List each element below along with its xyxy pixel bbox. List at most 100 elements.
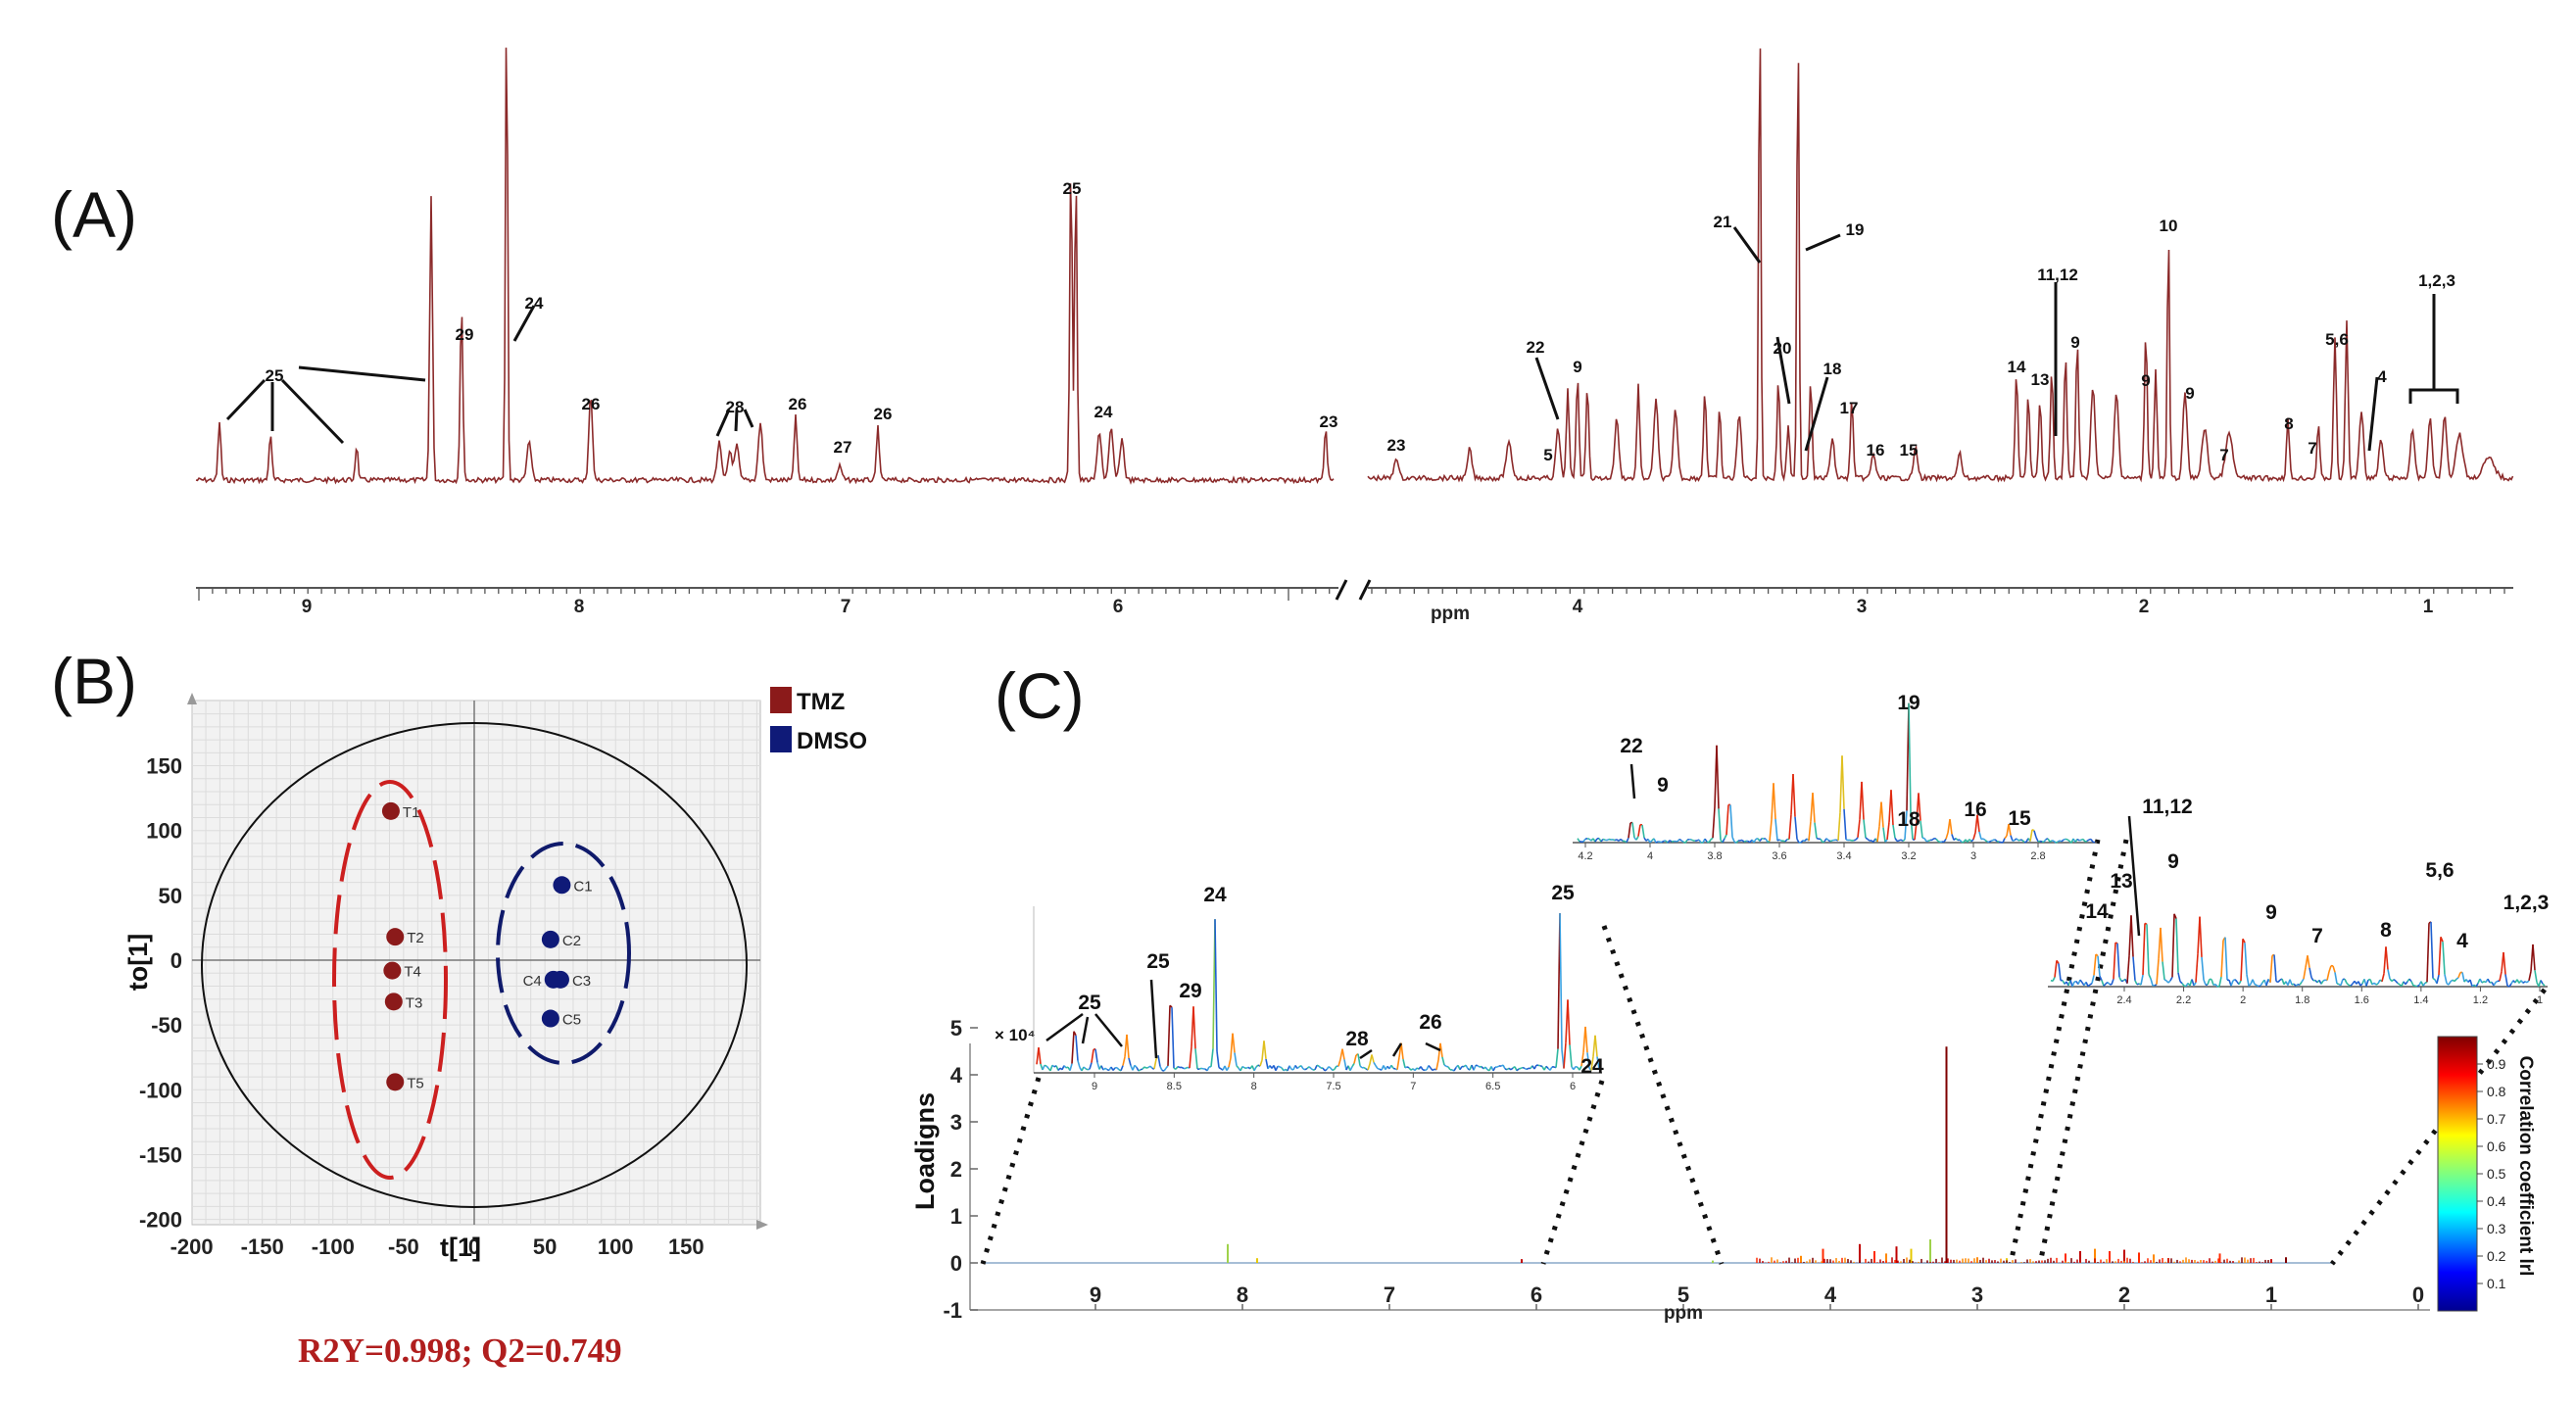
a-peak-27: 27	[834, 438, 852, 457]
c-peak-19: 19	[1897, 692, 1920, 714]
c-yscale: × 10⁴	[995, 1026, 1036, 1044]
a-peak-26a: 26	[582, 395, 601, 413]
score-label-c3: C3	[572, 973, 591, 990]
b-xtick: -150	[241, 1235, 284, 1259]
c-peak-9b: 9	[2167, 850, 2179, 873]
a-peak-19: 19	[1846, 220, 1865, 239]
a-peak-1112: 11,12	[2037, 266, 2078, 284]
inset-tick: 1.8	[2295, 994, 2309, 1006]
score-point-t1	[381, 801, 400, 820]
b-ytick: -100	[139, 1078, 182, 1102]
panel-c-inset-middle: 4.2 4 3.8 3.6 3.4 3.2 3 2.8	[1573, 702, 2097, 862]
a-peak-7b: 7	[2308, 439, 2316, 458]
b-ytick: 0	[170, 948, 182, 973]
b-xtick: 50	[533, 1235, 557, 1259]
inset-tick: 8.5	[1167, 1081, 1182, 1092]
model-statistics: R2Y=0.998; Q2=0.749	[298, 1331, 622, 1370]
a-peak-25b: 25	[1063, 179, 1082, 198]
colorbar-tick: 0.3	[2487, 1221, 2506, 1236]
c-peak-8: 8	[2380, 919, 2392, 942]
panel-a-spectrum	[195, 47, 2514, 485]
score-label-t4: T4	[404, 964, 421, 981]
a-peak-13: 13	[2031, 370, 2050, 389]
panel-a-label: (A)	[51, 178, 137, 251]
a-peak-8: 8	[2284, 414, 2293, 433]
c-peak-26: 26	[1419, 1011, 1441, 1034]
c-peak-14: 14	[2085, 900, 2109, 923]
panel-b-label: (B)	[51, 645, 137, 717]
inset-tick: 1.4	[2413, 994, 2428, 1006]
c-peak-7: 7	[2311, 925, 2323, 947]
c-peak-29: 29	[1179, 980, 1201, 1002]
c-xtick: 5	[1677, 1283, 1689, 1307]
legend-swatch-dmso	[770, 726, 792, 752]
score-point-t2	[386, 928, 405, 946]
c-peak-56: 5,6	[2425, 859, 2454, 882]
inset-tick: 4.2	[1578, 850, 1592, 862]
score-label-t2: T2	[407, 930, 424, 946]
inset-tick: 2	[2240, 994, 2246, 1006]
colorbar-tick: 0.9	[2487, 1056, 2506, 1072]
c-peak-28: 28	[1345, 1028, 1369, 1050]
a-peak-14: 14	[2008, 358, 2026, 376]
a-peak-22: 22	[1527, 338, 1545, 357]
c-peak-1112: 11,12	[2142, 796, 2192, 818]
inset-tick: 2.4	[2116, 994, 2131, 1006]
score-point-t5	[386, 1073, 405, 1091]
inset-tick: 1	[2537, 994, 2543, 1006]
c-ytick: 0	[950, 1251, 962, 1276]
a-peak-24b: 24	[1094, 403, 1113, 421]
score-point-t3	[384, 992, 403, 1011]
score-point-c1	[553, 876, 571, 895]
legend-label-dmso: DMSO	[797, 728, 867, 754]
score-point-t4	[383, 961, 402, 980]
a-peak-16: 16	[1867, 441, 1885, 460]
b-xtick: -50	[388, 1235, 419, 1259]
score-label-c2: C2	[562, 933, 581, 949]
c-xtick: 1	[2265, 1283, 2277, 1307]
c-peak-4: 4	[2456, 930, 2468, 952]
c-ytick: 1	[950, 1204, 962, 1229]
panel-c-main-plot: 9 8 7 6 5 4 3 2 1 0 5 4 3 2 1 0 -1 × 10⁴ Loadigns ppm	[910, 1016, 2430, 1324]
b-ytick: 100	[146, 819, 182, 844]
legend-swatch-tmz	[770, 687, 792, 713]
c-xtick: 9	[1090, 1283, 1101, 1307]
a-peak-7a: 7	[2219, 446, 2228, 464]
c-peak-22: 22	[1620, 735, 1642, 757]
a-peak-21: 21	[1714, 213, 1732, 231]
panel-a-leaders	[225, 226, 2459, 452]
c-ylabel: Loadigns	[910, 1092, 940, 1210]
colorbar-tick: 0.6	[2487, 1138, 2506, 1154]
inset-tick: 6.5	[1485, 1081, 1500, 1092]
a-peak-28: 28	[726, 398, 745, 416]
panel-c-peak-labels: 25 29 24 25 28 26 25 24 22 9 19 18 16 15…	[1078, 692, 2549, 1078]
c-peak-24a: 24	[1203, 884, 1227, 906]
panel-c-inset-left: 9 8.5 8 7.5 7 6.5 6	[1033, 906, 1602, 1092]
c-peak-9a: 9	[1657, 774, 1669, 797]
panel-b-scoreplot: -200 -150 -100 -50 0 50 100 150 150 100 50 0 -50 -100…	[123, 693, 768, 1262]
panel-c-zoom-connectors	[980, 839, 2547, 1266]
c-xtick: 3	[1971, 1283, 1983, 1307]
a-peak-23b: 23	[1387, 436, 1406, 455]
b-ytick: -200	[139, 1208, 182, 1233]
score-label-c4: C4	[523, 973, 542, 990]
a-tick-3: 3	[1857, 597, 1868, 617]
colorbar-tick: 0.2	[2487, 1248, 2506, 1264]
panel-a-peak-labels: 25 29 24 26 28 26 27 26 25 24 23 23 5 22…	[266, 179, 2455, 464]
a-peak-29: 29	[456, 325, 474, 344]
score-label-t3: T3	[406, 994, 423, 1011]
a-tick-9: 9	[302, 597, 313, 617]
a-peak-17: 17	[1840, 399, 1859, 417]
c-ytick: 4	[950, 1063, 963, 1088]
c-peak-13: 13	[2110, 870, 2132, 893]
c-ytick: -1	[943, 1298, 962, 1323]
a-peak-56: 5,6	[2325, 330, 2349, 349]
panel-b-legend: TMZ DMSO	[770, 687, 867, 754]
a-peak-24a: 24	[525, 294, 544, 313]
panel-c-label: (C)	[995, 659, 1085, 732]
c-xtick: 0	[2412, 1283, 2424, 1307]
c-peak-15: 15	[2008, 807, 2031, 830]
inset-tick: 8	[1251, 1081, 1257, 1092]
c-peak-25c: 25	[1551, 882, 1575, 904]
